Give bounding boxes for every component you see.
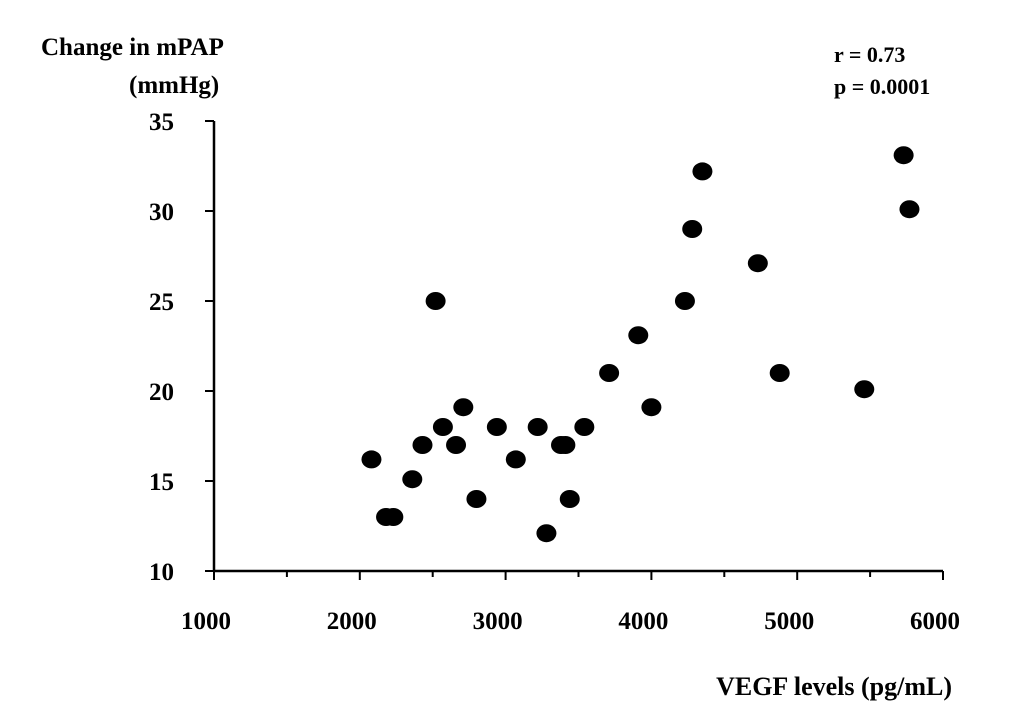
x-tick-label: 4000: [618, 608, 668, 635]
data-point: [893, 146, 914, 165]
data-point: [505, 450, 526, 469]
y-tick-label: 35: [149, 109, 174, 136]
x-tick-label: 1000: [181, 608, 231, 635]
correlation-annotation: r = 0.73: [834, 42, 905, 67]
data-point: [412, 436, 433, 454]
y-axis-label-line-2: (mmHg): [129, 72, 219, 99]
data-point: [402, 470, 423, 489]
data-point: [466, 490, 487, 508]
data-point: [641, 398, 662, 417]
data-point: [559, 490, 580, 508]
data-point: [383, 508, 404, 526]
data-point: [453, 398, 474, 417]
data-points: [361, 146, 920, 543]
x-tick-label: 3000: [473, 608, 523, 635]
data-point: [682, 220, 703, 238]
data-point: [432, 418, 453, 436]
data-point: [692, 162, 713, 181]
data-point: [769, 364, 790, 382]
x-tick-label: 6000: [910, 608, 960, 635]
data-point: [574, 418, 595, 436]
y-axis-label-line-1: Change in mPAP: [41, 34, 224, 61]
data-point: [555, 436, 576, 454]
y-tick-label: 25: [149, 289, 174, 316]
data-point: [536, 524, 557, 543]
y-tick-label: 10: [149, 559, 174, 586]
data-point: [425, 292, 446, 310]
y-tick-label: 30: [149, 199, 174, 226]
data-point: [527, 418, 548, 436]
data-point: [674, 292, 695, 310]
x-ticks: 1000 2000 3000 4000 5000 6000: [181, 571, 960, 635]
y-tick-label: 15: [149, 469, 174, 496]
p-value-annotation: p = 0.0001: [834, 74, 930, 99]
data-point: [446, 436, 467, 454]
data-point: [747, 254, 768, 273]
x-tick-label: 2000: [327, 608, 377, 635]
data-point: [854, 380, 875, 399]
axes: [212, 121, 943, 573]
data-point: [899, 200, 920, 219]
data-point: [486, 418, 507, 436]
y-tick-label: 20: [149, 379, 174, 406]
y-ticks: 10 15 20 25 30 35: [149, 109, 214, 586]
data-point: [599, 364, 620, 382]
data-point: [361, 450, 382, 469]
data-point: [628, 326, 649, 345]
x-axis-label: VEGF levels (pg/mL): [716, 672, 952, 701]
x-tick-label: 5000: [764, 608, 814, 635]
